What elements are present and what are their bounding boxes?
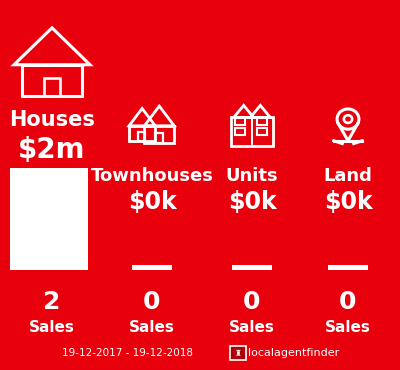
Bar <box>138 132 146 141</box>
Bar <box>235 118 245 125</box>
Bar <box>230 346 246 360</box>
Text: 0: 0 <box>339 290 357 313</box>
Text: 2: 2 <box>43 290 61 313</box>
Bar <box>257 128 267 135</box>
Bar <box>155 133 163 142</box>
Text: Sales: Sales <box>229 320 275 335</box>
Bar <box>232 265 272 270</box>
Text: $2m: $2m <box>18 136 86 164</box>
Bar <box>231 117 273 146</box>
Text: $0k: $0k <box>324 190 372 213</box>
Text: Land: Land <box>324 167 372 185</box>
Bar <box>129 126 155 141</box>
Text: Houses: Houses <box>9 110 95 130</box>
Text: Townhouses: Townhouses <box>90 167 214 185</box>
Text: ♜: ♜ <box>234 349 242 358</box>
Text: Sales: Sales <box>325 320 371 335</box>
Text: Sales: Sales <box>29 320 75 335</box>
Bar <box>44 78 60 97</box>
Text: 0: 0 <box>243 290 261 313</box>
Text: $0k: $0k <box>228 190 276 213</box>
Bar <box>144 126 174 142</box>
Bar <box>10 168 88 270</box>
Bar <box>22 65 82 97</box>
Text: 0: 0 <box>143 290 161 313</box>
Text: $0k: $0k <box>128 190 176 213</box>
Text: localagentfinder: localagentfinder <box>248 348 339 359</box>
Bar <box>132 265 172 270</box>
Text: Sales: Sales <box>129 320 175 335</box>
Bar <box>257 118 267 125</box>
Bar <box>328 265 368 270</box>
Text: Units: Units <box>226 167 278 185</box>
Bar <box>235 128 245 135</box>
Text: 19-12-2017 - 19-12-2018: 19-12-2017 - 19-12-2018 <box>62 348 194 359</box>
